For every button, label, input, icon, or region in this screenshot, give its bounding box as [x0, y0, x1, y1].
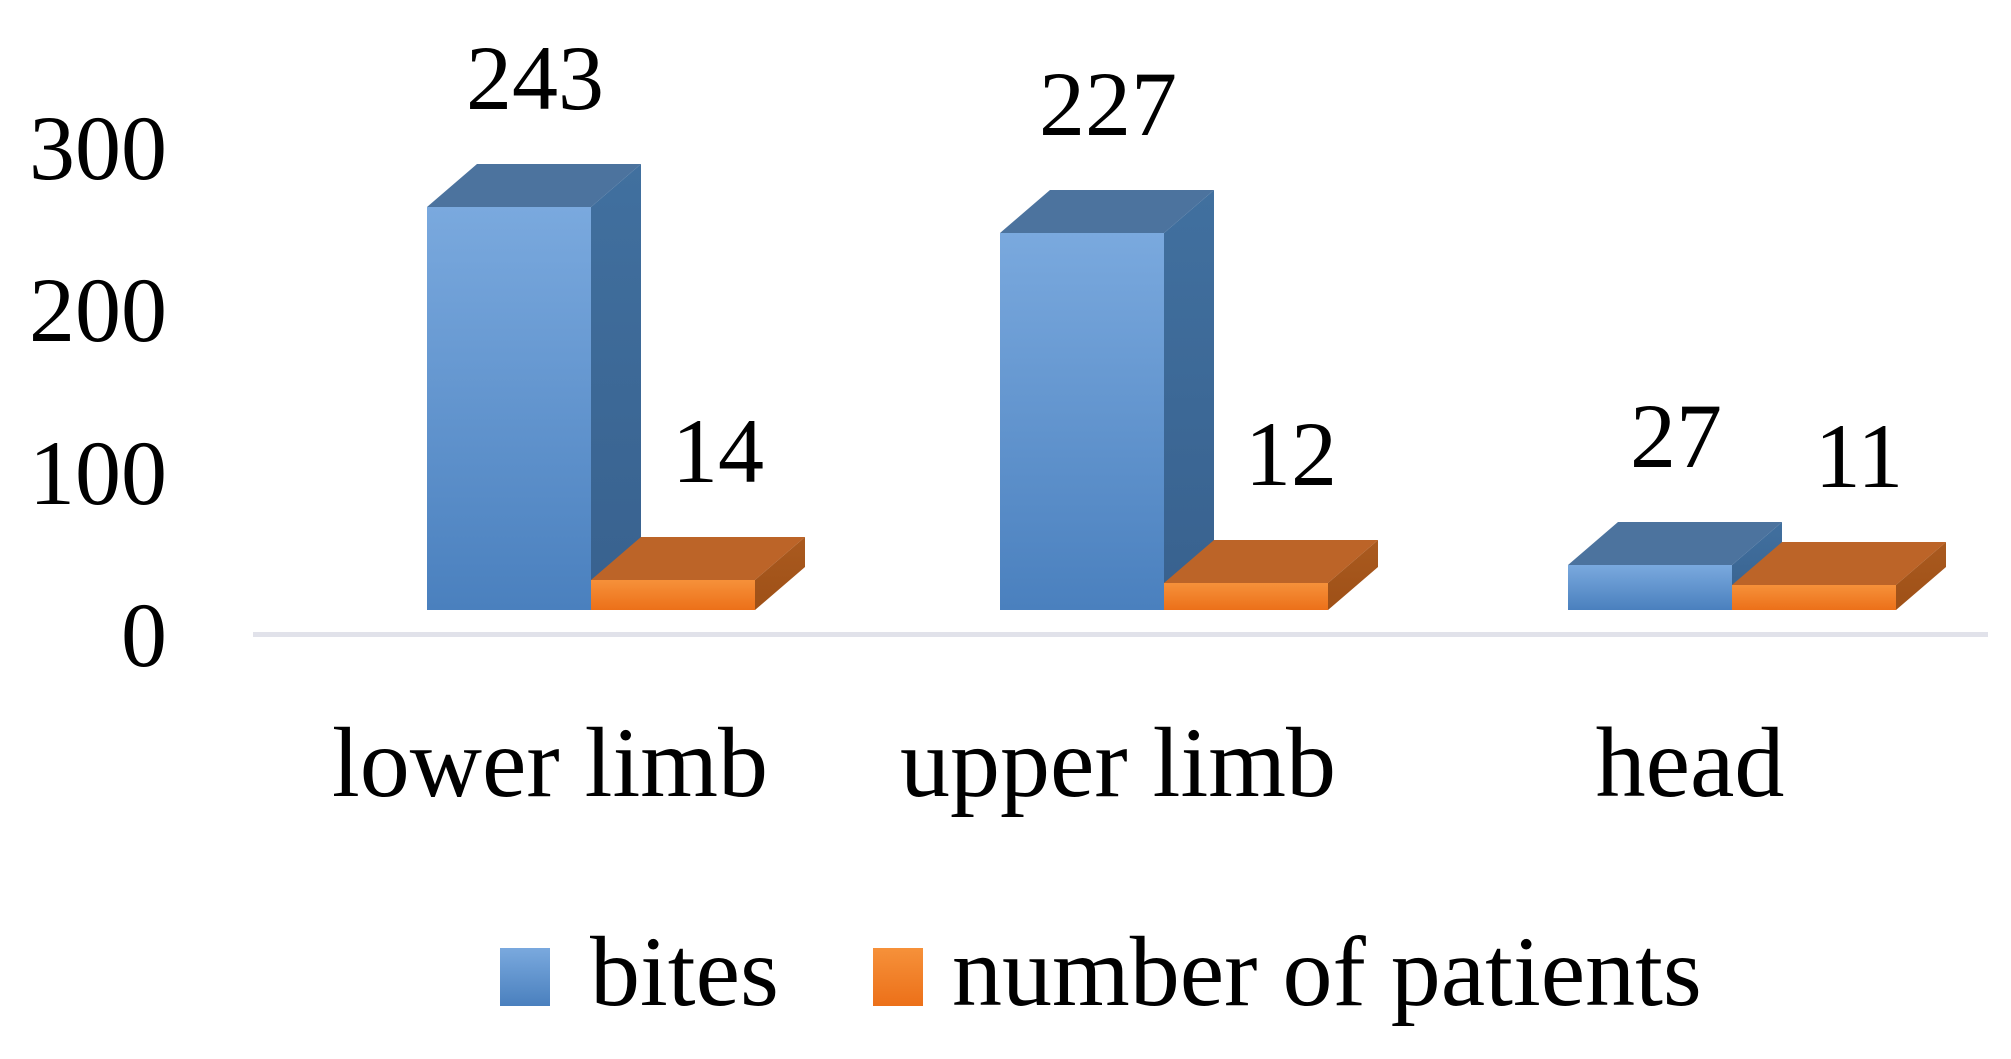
legend-swatch-number-of-patients: [873, 948, 923, 1006]
x-axis-line: [253, 632, 1988, 637]
bar-front-face-bites-upper-limb: [1000, 233, 1164, 610]
value-label-number-of-patients-head: 11: [1814, 405, 1904, 507]
category-label-head: head: [1595, 707, 1785, 818]
bar-front-face-number-of-patients-lower-limb: [591, 580, 755, 610]
bar-front-face-number-of-patients-upper-limb: [1164, 583, 1328, 610]
bar-front-face-bites-lower-limb: [427, 207, 591, 610]
y-tick-label-0: 0: [121, 584, 167, 686]
y-tick-label-300: 300: [29, 97, 167, 199]
category-label-upper-limb: upper limb: [899, 707, 1337, 818]
legend-swatch-bites: [500, 948, 550, 1006]
value-label-number-of-patients-upper-limb: 12: [1245, 403, 1337, 505]
bar-front-face-bites-head: [1568, 565, 1732, 610]
bar-front-face-number-of-patients-head: [1732, 585, 1896, 610]
value-label-bites-upper-limb: 227: [1039, 53, 1177, 155]
value-label-number-of-patients-lower-limb: 14: [672, 400, 764, 502]
y-tick-label-100: 100: [29, 421, 167, 524]
bar-side-face-bites-lower-limb: [591, 164, 641, 610]
bar-side-face-bites-upper-limb: [1164, 190, 1214, 610]
value-label-bites-head: 27: [1630, 385, 1722, 487]
legend-label-number-of-patients: number of patients: [952, 916, 1702, 1027]
legend-label-bites: bites: [590, 916, 779, 1027]
y-tick-label-200: 200: [29, 259, 167, 362]
value-label-bites-lower-limb: 243: [466, 27, 604, 129]
category-label-lower-limb: lower limb: [331, 707, 769, 818]
